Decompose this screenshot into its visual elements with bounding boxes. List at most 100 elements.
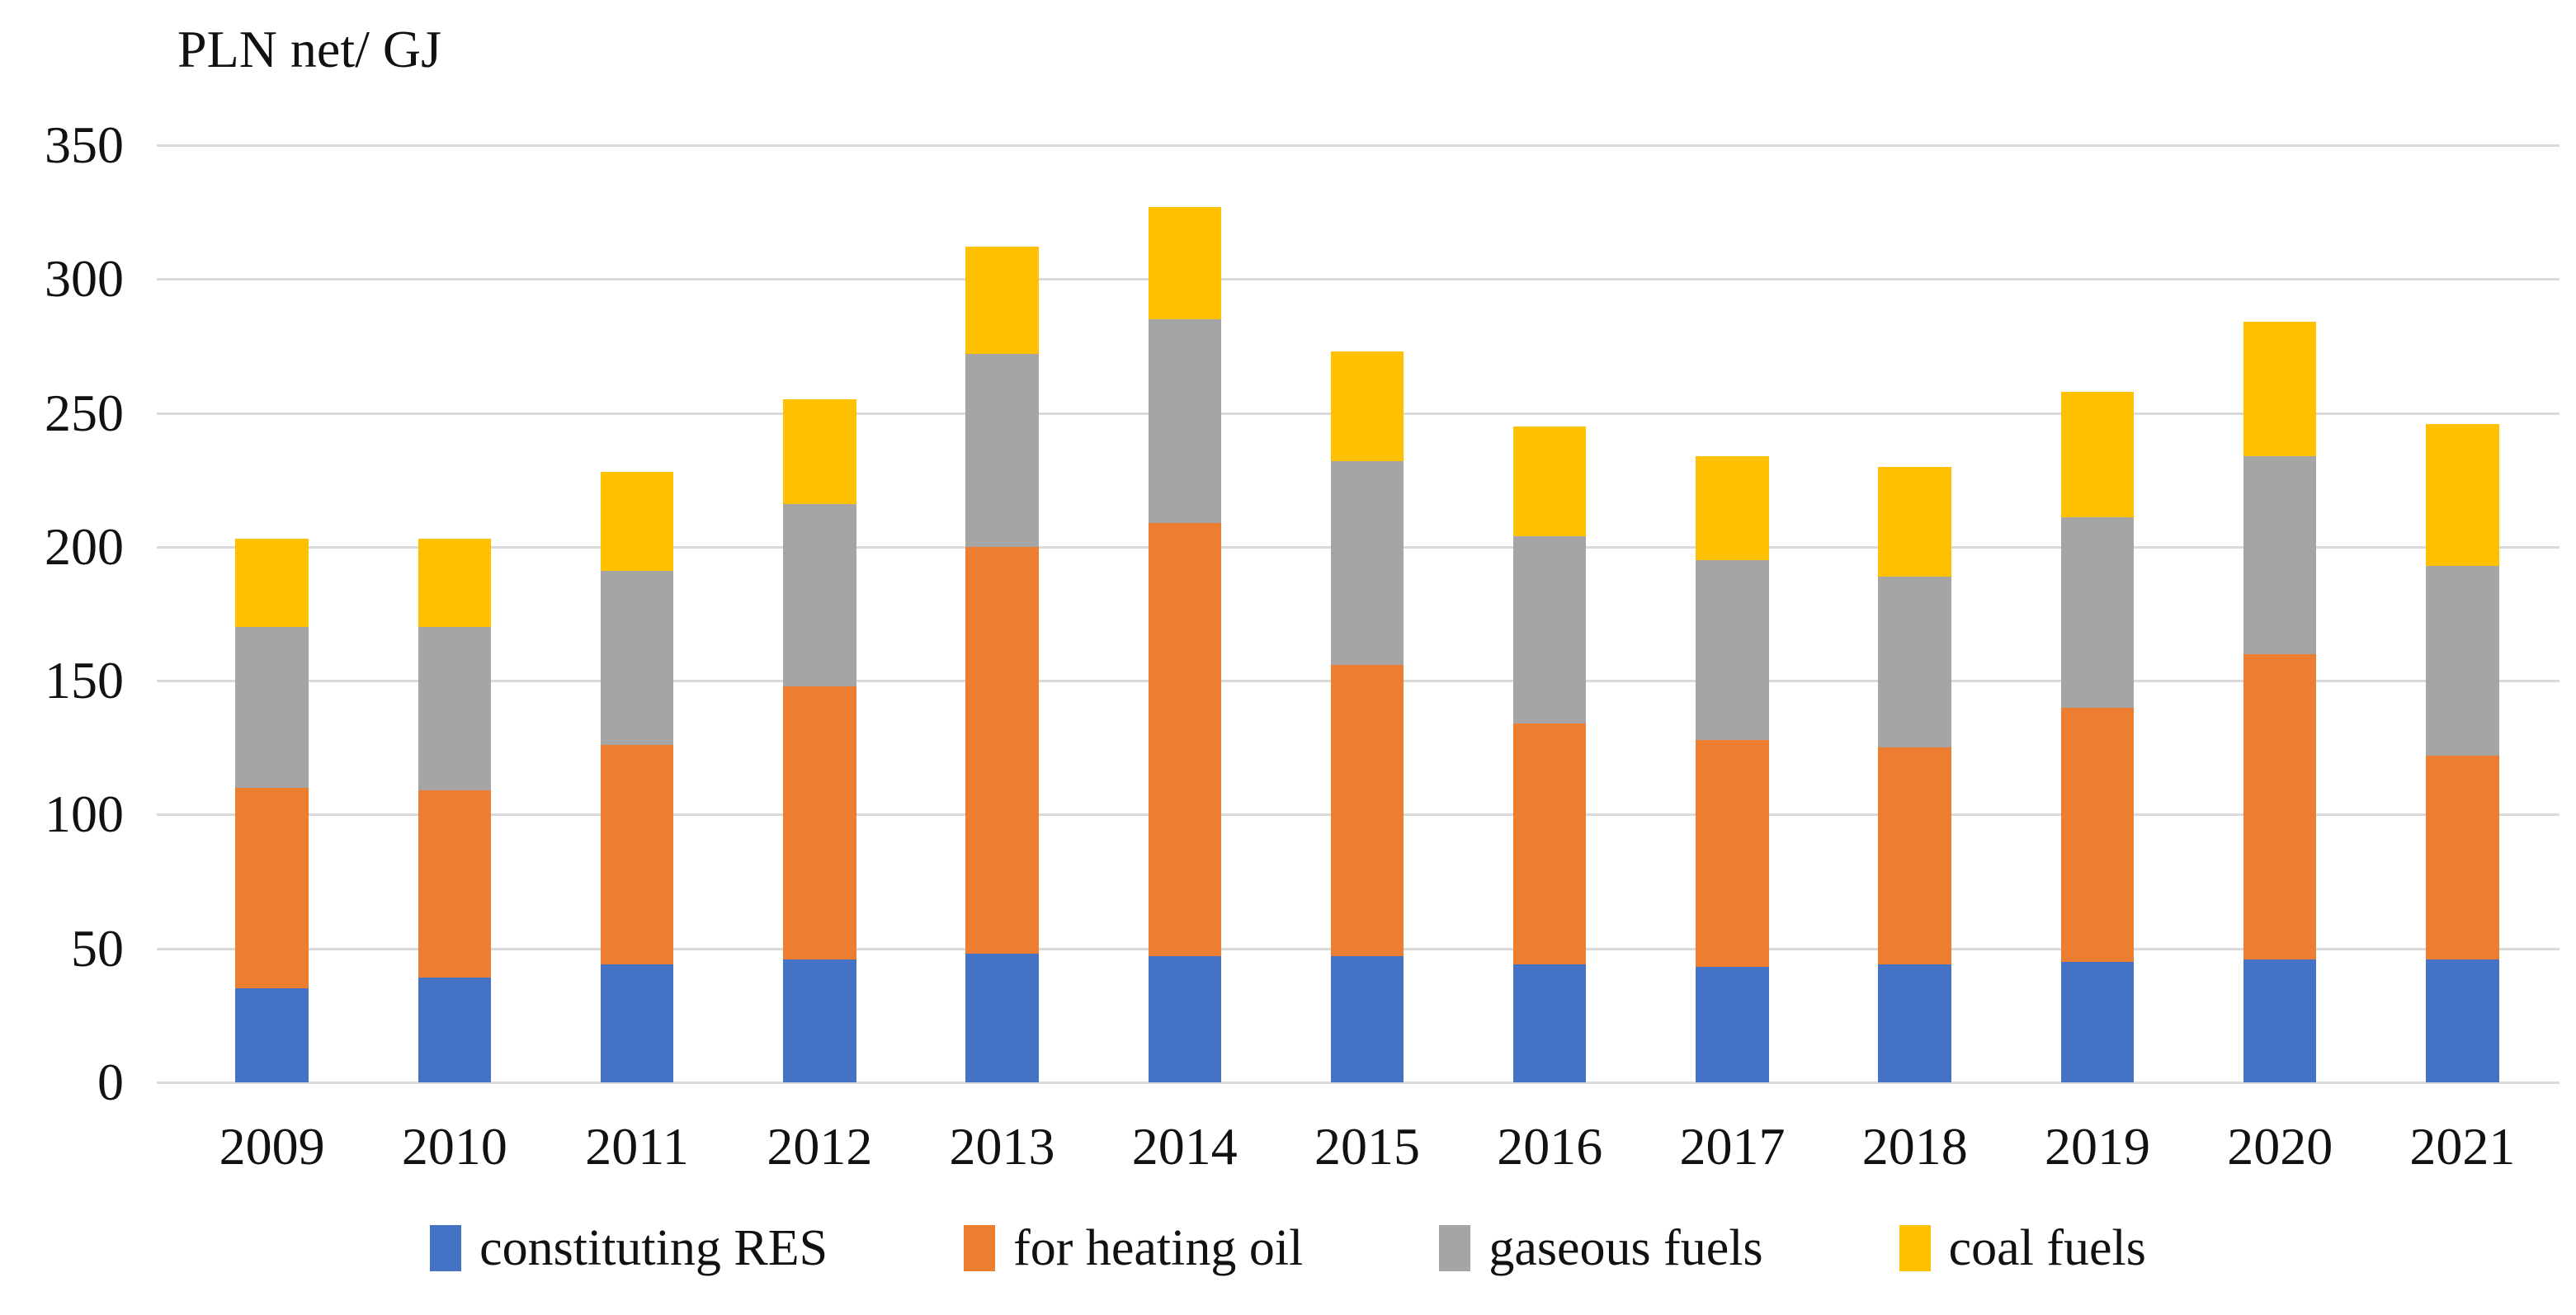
bar-segment-gaseous-fuels-2009 (235, 627, 309, 788)
bar-segment-for-heating-oil-2018 (1878, 747, 1951, 965)
bar-slot-2019 (2006, 145, 2188, 1082)
bar-segment-gaseous-fuels-2013 (965, 354, 1039, 547)
x-axis-label-2011: 2011 (585, 1117, 689, 1176)
bar-slot-2010 (363, 145, 545, 1082)
bar-segment-coal-fuels-2016 (1513, 426, 1587, 536)
bar-2020 (2243, 322, 2317, 1082)
legend-swatch-icon (1439, 1225, 1471, 1271)
bar-segment-gaseous-fuels-2016 (1513, 535, 1587, 724)
legend-label: for heating oil (1013, 1220, 1304, 1276)
bar-segment-gaseous-fuels-2015 (1330, 461, 1404, 665)
bar-slot-2020 (2189, 145, 2371, 1082)
bar-segment-coal-fuels-2019 (2060, 391, 2135, 518)
legend-label: coal fuels (1948, 1220, 2146, 1276)
bar-segment-gaseous-fuels-2020 (2243, 455, 2317, 654)
bar-segment-coal-fuels-2020 (2243, 322, 2317, 456)
gridline-350 (157, 144, 2559, 147)
bar-segment-constituting-res-2009 (235, 988, 309, 1082)
bar-segment-constituting-res-2017 (1696, 967, 1769, 1082)
x-axis-label-2020: 2020 (2227, 1117, 2333, 1176)
bar-slot-2016 (1459, 145, 1641, 1083)
y-tick-label-0: 0 (97, 1053, 124, 1111)
y-tick-label-200: 200 (45, 516, 124, 576)
bar-slot-2013 (911, 145, 1093, 1082)
legend-swatch-icon (1899, 1225, 1931, 1271)
bar-2019 (2060, 391, 2135, 1082)
gridline-300 (157, 278, 2559, 281)
x-axis-label-2021: 2021 (2409, 1117, 2516, 1176)
bar-slot-2018 (1823, 145, 2006, 1082)
bar-segment-for-heating-oil-2019 (2060, 707, 2135, 962)
bar-segment-for-heating-oil-2016 (1513, 723, 1587, 965)
legend-swatch-icon (964, 1225, 996, 1271)
bar-segment-coal-fuels-2010 (418, 539, 492, 628)
bar-slot-2017 (1641, 145, 1823, 1082)
legend-label: gaseous fuels (1489, 1220, 1763, 1276)
bar-segment-constituting-res-2010 (418, 978, 492, 1082)
bar-segment-constituting-res-2011 (600, 964, 674, 1082)
bar-segment-for-heating-oil-2011 (600, 745, 674, 965)
bar-segment-constituting-res-2015 (1330, 956, 1404, 1082)
y-tick-label-50: 50 (71, 918, 124, 978)
bar-segment-constituting-res-2021 (2426, 959, 2499, 1082)
bar-slot-2015 (1276, 145, 1458, 1082)
bar-slot-2011 (545, 145, 728, 1082)
legend-item-coal-fuels: coal fuels (1899, 1219, 2146, 1277)
y-tick-label-150: 150 (45, 651, 124, 710)
bar-2021 (2426, 423, 2499, 1082)
legend-item-gaseous-fuels: gaseous fuels (1439, 1219, 1763, 1277)
bar-segment-coal-fuels-2021 (2426, 423, 2499, 566)
bar-segment-gaseous-fuels-2018 (1878, 576, 1951, 748)
bar-2013 (965, 247, 1039, 1082)
legend-item-constituting-res: constituting RES (430, 1219, 828, 1277)
bar-slot-2012 (729, 145, 911, 1082)
y-tick-label-300: 300 (45, 249, 124, 309)
y-tick-label-250: 250 (45, 383, 124, 442)
bar-segment-constituting-res-2013 (965, 954, 1039, 1082)
x-axis-label-2010: 2010 (401, 1117, 507, 1176)
bar-2010 (418, 539, 492, 1082)
x-axis-label-2009: 2009 (219, 1117, 325, 1176)
bar-slot-2009 (181, 145, 363, 1082)
x-axis-label-2019: 2019 (2044, 1117, 2150, 1176)
bar-2011 (600, 471, 674, 1082)
bar-segment-coal-fuels-2015 (1330, 351, 1404, 461)
bar-2016 (1513, 426, 1587, 1083)
bar-segment-for-heating-oil-2014 (1148, 522, 1222, 957)
x-axis-label-2013: 2013 (949, 1117, 1055, 1176)
bar-segment-coal-fuels-2014 (1148, 206, 1222, 319)
bar-segment-for-heating-oil-2010 (418, 790, 492, 978)
bar-slot-2014 (1093, 145, 1276, 1082)
bar-segment-gaseous-fuels-2014 (1148, 318, 1222, 523)
bar-2009 (235, 539, 309, 1082)
bar-segment-gaseous-fuels-2017 (1696, 560, 1769, 740)
bar-segment-for-heating-oil-2013 (965, 546, 1039, 954)
legend-item-for-heating-oil: for heating oil (964, 1219, 1303, 1277)
bar-segment-coal-fuels-2017 (1696, 455, 1769, 561)
y-axis-labels: 0 50 100 150 200 250 300 350 (0, 0, 124, 1315)
bar-segment-gaseous-fuels-2012 (783, 503, 856, 686)
bar-segment-gaseous-fuels-2010 (418, 627, 492, 791)
bar-2012 (783, 399, 856, 1082)
legend-label: constituting RES (479, 1220, 828, 1276)
bar-segment-for-heating-oil-2015 (1330, 664, 1404, 957)
x-axis-label-2014: 2014 (1131, 1117, 1238, 1176)
y-tick-label-350: 350 (45, 115, 124, 174)
bar-segment-coal-fuels-2013 (965, 247, 1039, 355)
x-axis-labels: 2009 2010 2011 2012 2013 2014 2015 2016 2017 2018… (181, 1115, 2554, 1178)
bar-segment-gaseous-fuels-2019 (2060, 517, 2135, 708)
chart-title: PLN net/ GJ (177, 20, 441, 78)
bars-area (181, 145, 2554, 1083)
bar-segment-constituting-res-2014 (1148, 956, 1222, 1082)
bar-2018 (1878, 466, 1951, 1082)
bar-segment-constituting-res-2012 (783, 959, 856, 1082)
bar-slot-2021 (2371, 145, 2554, 1082)
bar-segment-for-heating-oil-2012 (783, 686, 856, 959)
bar-segment-gaseous-fuels-2021 (2426, 565, 2499, 756)
x-axis-label-2015: 2015 (1314, 1117, 1421, 1176)
legend-swatch-icon (430, 1225, 462, 1271)
x-axis-label-2016: 2016 (1497, 1117, 1603, 1176)
bar-segment-constituting-res-2016 (1513, 964, 1587, 1083)
bar-segment-constituting-res-2020 (2243, 959, 2317, 1082)
